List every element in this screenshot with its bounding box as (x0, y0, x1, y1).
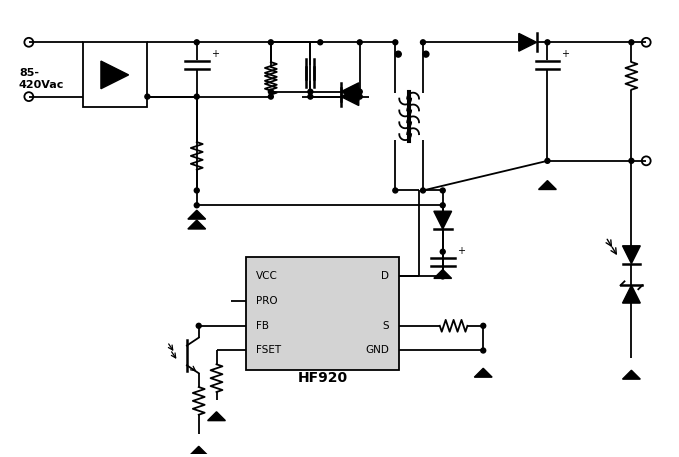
Circle shape (318, 40, 323, 45)
Polygon shape (188, 220, 206, 229)
Circle shape (481, 324, 485, 328)
Polygon shape (623, 246, 640, 264)
Circle shape (629, 40, 634, 45)
Polygon shape (341, 88, 359, 106)
FancyBboxPatch shape (246, 257, 399, 370)
Polygon shape (188, 210, 206, 219)
Circle shape (194, 40, 199, 45)
Text: VCC: VCC (256, 271, 278, 282)
Circle shape (145, 94, 150, 99)
Circle shape (357, 40, 362, 45)
Circle shape (420, 40, 426, 45)
Polygon shape (434, 270, 452, 278)
Text: FSET: FSET (256, 345, 281, 356)
Text: GND: GND (365, 345, 389, 356)
Circle shape (629, 159, 634, 163)
Text: +: + (210, 49, 219, 59)
Polygon shape (434, 211, 452, 229)
Circle shape (308, 89, 313, 94)
Polygon shape (623, 370, 640, 379)
Circle shape (440, 188, 445, 193)
Circle shape (393, 40, 398, 45)
Circle shape (357, 89, 362, 94)
Circle shape (196, 324, 201, 328)
Polygon shape (101, 61, 128, 89)
Circle shape (423, 51, 429, 57)
Polygon shape (341, 83, 359, 101)
Circle shape (481, 348, 485, 353)
Text: S: S (383, 321, 389, 331)
Circle shape (420, 188, 426, 193)
Polygon shape (190, 446, 208, 455)
FancyBboxPatch shape (83, 43, 147, 106)
Text: 85-
420Vac: 85- 420Vac (19, 68, 65, 90)
Circle shape (440, 249, 445, 254)
Polygon shape (519, 33, 536, 51)
Text: PRO: PRO (256, 296, 278, 306)
Circle shape (395, 51, 401, 57)
Circle shape (357, 94, 362, 99)
Polygon shape (208, 412, 225, 420)
Circle shape (393, 188, 398, 193)
Text: D: D (382, 271, 389, 282)
Polygon shape (475, 368, 492, 377)
Circle shape (440, 203, 445, 208)
Text: HF920: HF920 (297, 371, 348, 385)
Text: +: + (562, 49, 569, 59)
Circle shape (194, 203, 199, 208)
Circle shape (268, 94, 274, 99)
Circle shape (268, 40, 274, 45)
Polygon shape (623, 285, 640, 303)
Circle shape (545, 159, 550, 163)
Circle shape (268, 89, 274, 94)
Polygon shape (538, 181, 556, 190)
Circle shape (545, 40, 550, 45)
Circle shape (194, 94, 199, 99)
Text: +: + (456, 246, 464, 255)
Text: FB: FB (256, 321, 269, 331)
Circle shape (308, 94, 313, 99)
Circle shape (440, 274, 445, 279)
Circle shape (194, 188, 199, 193)
